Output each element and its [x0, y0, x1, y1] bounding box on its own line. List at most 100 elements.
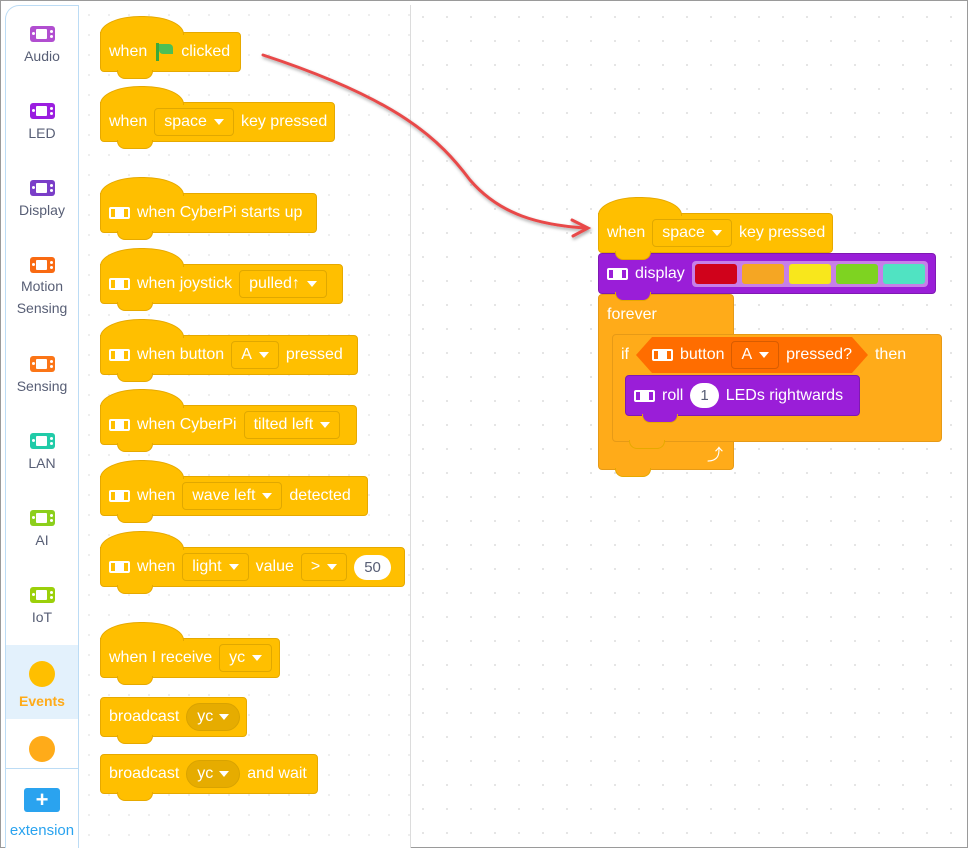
button-dropdown[interactable]: A — [731, 341, 779, 369]
dropdown-value: yc — [197, 708, 214, 725]
sidebar-divider — [6, 768, 78, 769]
category-label: Events — [19, 693, 65, 709]
button-dropdown[interactable]: A — [231, 341, 279, 369]
dropdown-arrow-icon — [320, 422, 331, 428]
led-color-swatch[interactable] — [694, 263, 737, 284]
dropdown-value: light — [192, 558, 222, 575]
led-color-swatch[interactable] — [882, 263, 925, 284]
dropdown-arrow-icon — [306, 281, 317, 287]
block-text: LEDs rightwards — [725, 386, 844, 404]
wave-dropdown[interactable]: wave left — [182, 482, 283, 510]
category-led[interactable]: LED — [6, 103, 78, 141]
when-light-value-block[interactable]: when light value >50 — [100, 531, 405, 594]
category-audio[interactable]: Audio — [6, 26, 78, 64]
when-joystick-block[interactable]: when joystick pulled↑ — [100, 248, 343, 311]
block-text: and wait — [247, 765, 307, 782]
dropdown-value: A — [241, 346, 252, 363]
block-text: when — [109, 113, 148, 130]
block-text: key pressed — [240, 113, 328, 130]
dropdown-arrow-icon — [258, 352, 269, 358]
block-text: forever — [607, 306, 657, 323]
events-circle-icon — [29, 661, 55, 687]
iot-device-icon — [29, 587, 55, 603]
category-sensing[interactable]: Sensing — [6, 356, 78, 394]
dropdown-arrow-icon — [711, 230, 722, 236]
joystick-dropdown[interactable]: pulled↑ — [239, 270, 327, 298]
category-label: Motion Sensing — [16, 278, 68, 316]
block-text: when — [607, 224, 646, 241]
roll-leds-block[interactable]: roll 1 LEDs rightwards — [625, 375, 860, 423]
cyberpi-icon — [607, 267, 628, 280]
category-events[interactable]: Events — [6, 645, 78, 719]
led-color-swatch[interactable] — [788, 263, 831, 284]
cyberpi-icon — [109, 278, 130, 290]
broadcast-block[interactable]: broadcast yc — [100, 697, 247, 744]
category-ai[interactable]: AI — [6, 510, 78, 548]
sensor-dropdown[interactable]: light — [182, 553, 249, 581]
display-device-icon — [29, 180, 55, 196]
control-circle-icon — [29, 736, 55, 762]
sensing-device-icon — [29, 356, 55, 372]
dropdown-value: tilted left — [253, 416, 314, 433]
category-iot[interactable]: IoT — [6, 587, 78, 625]
when-key-pressed-block[interactable]: when space key pressed — [100, 86, 335, 149]
category-display[interactable]: Display — [6, 180, 78, 218]
dropdown-value: wave left — [192, 487, 256, 504]
block-text: display — [635, 264, 685, 282]
dropdown-value: yc — [197, 765, 214, 782]
message-dropdown[interactable]: yc — [219, 644, 273, 672]
block-text: then — [874, 346, 907, 363]
green-flag-icon — [154, 43, 174, 61]
extension-button[interactable]: + extension — [6, 788, 78, 840]
block-text: when — [137, 487, 176, 504]
cyberpi-icon — [109, 419, 130, 431]
category-control[interactable] — [6, 736, 78, 768]
block-text: broadcast — [109, 765, 180, 782]
block-text: when I receive — [109, 649, 213, 666]
block-text: when — [137, 558, 176, 575]
cyberpi-icon — [652, 349, 673, 361]
key-dropdown[interactable]: space — [154, 108, 234, 136]
category-motion-sensing[interactable]: Motion Sensing — [6, 257, 78, 319]
led-color-swatch[interactable] — [741, 263, 784, 284]
category-lan[interactable]: LAN — [6, 433, 78, 471]
tilt-dropdown[interactable]: tilted left — [243, 411, 341, 439]
when-tilted-block[interactable]: when CyberPi tilted left — [100, 389, 357, 452]
category-label: Audio — [24, 48, 60, 64]
category-label: Display — [19, 202, 65, 218]
dropdown-value: A — [741, 346, 753, 363]
dropdown-arrow-icon — [228, 564, 239, 570]
cyberpi-icon — [109, 561, 130, 573]
when-key-pressed-script-block[interactable]: when space key pressed — [598, 197, 833, 260]
message-dropdown[interactable]: yc — [186, 703, 241, 731]
led-color-swatch[interactable] — [835, 263, 878, 284]
extension-label: extension — [9, 822, 75, 839]
block-text: when joystick — [137, 275, 233, 292]
dropdown-arrow-icon — [262, 493, 273, 499]
dropdown-arrow-icon — [327, 564, 338, 570]
audio-device-icon — [29, 26, 55, 42]
color-list-input[interactable] — [691, 260, 928, 287]
when-i-receive-block[interactable]: when I receive yc — [100, 622, 280, 685]
cyberpi-icon — [634, 389, 655, 402]
lan-device-icon — [29, 433, 55, 449]
dropdown-value: pulled↑ — [249, 275, 300, 292]
dropdown-value: space — [662, 224, 705, 241]
when-wave-detected-block[interactable]: when wave left detected — [100, 460, 368, 523]
display-colors-block[interactable]: display — [598, 253, 936, 301]
block-text: pressed — [285, 346, 343, 363]
category-label: LED — [28, 125, 56, 141]
dropdown-arrow-icon — [252, 655, 263, 661]
when-flag-clicked-block[interactable]: when clicked — [100, 16, 241, 79]
threshold-input[interactable]: 50 — [354, 554, 391, 580]
key-dropdown[interactable]: space — [652, 219, 732, 247]
message-dropdown[interactable]: yc — [186, 760, 241, 788]
cyberpi-icon — [109, 349, 130, 361]
roll-count-input[interactable]: 1 — [690, 383, 719, 408]
ai-device-icon — [29, 510, 55, 526]
broadcast-and-wait-block[interactable]: broadcast yc and wait — [100, 754, 318, 801]
operator-dropdown[interactable]: > — [300, 553, 348, 581]
when-cyberpi-starts-block[interactable]: when CyberPi starts up — [100, 177, 317, 240]
